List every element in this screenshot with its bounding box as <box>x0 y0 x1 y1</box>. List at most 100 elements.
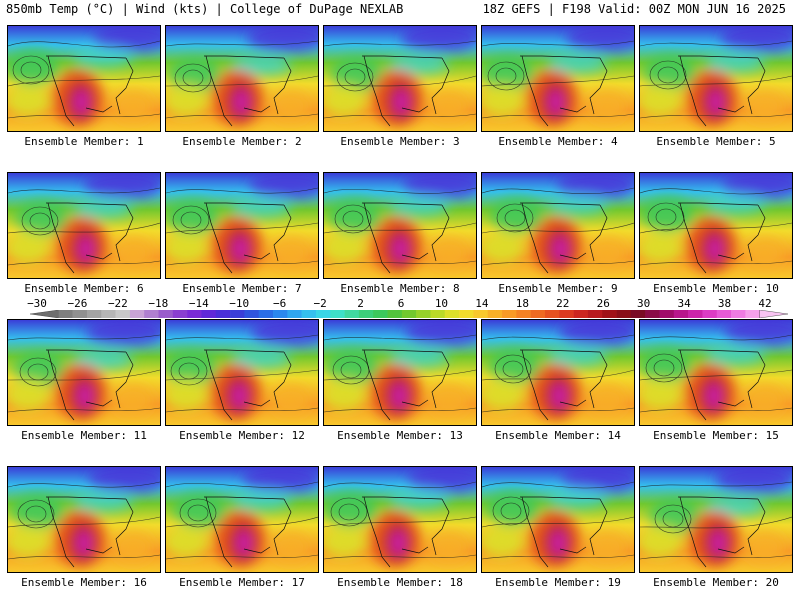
member-map-panel <box>481 172 635 279</box>
colorbar-swatch <box>602 310 617 318</box>
colorbar-swatch <box>201 310 217 318</box>
member-map-panel <box>481 319 635 426</box>
colorbar-tick-label: 42 <box>758 297 772 310</box>
temperature-map <box>324 467 476 572</box>
colorbar-swatch <box>530 310 546 318</box>
member-caption: Ensemble Member: 6 <box>24 282 144 295</box>
colorbar-swatch <box>759 310 788 318</box>
colorbar-tick-label: −18 <box>148 297 169 310</box>
colorbar-swatch <box>230 310 245 318</box>
member-caption: Ensemble Member: 5 <box>656 135 776 148</box>
member-map-panel <box>323 466 477 573</box>
temperature-map <box>640 320 792 425</box>
member-caption: Ensemble Member: 8 <box>340 282 460 295</box>
temperature-map <box>324 320 476 425</box>
member-map-panel <box>639 25 793 132</box>
member-caption: Ensemble Member: 19 <box>495 576 621 589</box>
colorbar-tick-label: 30 <box>637 297 651 310</box>
temperature-map <box>166 467 318 572</box>
temperature-map <box>482 173 634 278</box>
colorbar-swatch <box>745 310 760 318</box>
colorbar-swatch <box>172 310 188 318</box>
colorbar-tick-label: −26 <box>67 297 88 310</box>
member-map-panel <box>639 466 793 573</box>
colorbar-swatch <box>645 310 660 318</box>
colorbar-swatch <box>86 310 102 318</box>
member-map-panel <box>639 319 793 426</box>
colorbar-swatch <box>688 310 703 318</box>
temperature-map <box>640 173 792 278</box>
colorbar-swatch <box>72 310 88 318</box>
member-map-panel <box>323 25 477 132</box>
colorbar-tick-label: 10 <box>434 297 449 310</box>
colorbar-swatch <box>144 310 159 318</box>
colorbar-tick-label: 34 <box>677 297 691 310</box>
member-caption: Ensemble Member: 1 <box>24 135 144 148</box>
member-caption: Ensemble Member: 15 <box>653 429 779 442</box>
member-map-panel <box>7 466 161 573</box>
temperature-map <box>8 26 160 131</box>
temperature-map <box>8 467 160 572</box>
member-caption: Ensemble Member: 17 <box>179 576 305 589</box>
member-caption: Ensemble Member: 11 <box>21 429 147 442</box>
member-caption: Ensemble Member: 10 <box>653 282 779 295</box>
member-caption: Ensemble Member: 13 <box>337 429 463 442</box>
colorbar-swatch <box>387 310 403 318</box>
colorbar-swatch <box>444 310 460 318</box>
colorbar-tick-label: −10 <box>229 297 250 310</box>
member-map-panel <box>323 319 477 426</box>
member-caption: Ensemble Member: 4 <box>498 135 618 148</box>
colorbar-swatch <box>616 310 632 318</box>
member-caption: Ensemble Member: 3 <box>340 135 460 148</box>
temperature-map <box>166 26 318 131</box>
temperature-colorbar <box>30 310 788 318</box>
colorbar-swatch <box>187 310 202 318</box>
colorbar-swatch <box>459 310 474 318</box>
member-map-panel <box>639 172 793 279</box>
member-caption: Ensemble Member: 12 <box>179 429 305 442</box>
colorbar-swatch <box>115 310 131 318</box>
colorbar-swatch <box>273 310 288 318</box>
colorbar-swatch <box>731 310 746 318</box>
colorbar-swatch <box>301 310 317 318</box>
colorbar-swatch <box>430 310 446 318</box>
member-map-panel <box>165 172 319 279</box>
temperature-map <box>166 320 318 425</box>
colorbar-swatch <box>559 310 574 318</box>
member-map-panel <box>7 25 161 132</box>
colorbar-swatch <box>659 310 675 318</box>
colorbar-tick-label: 22 <box>556 297 570 310</box>
colorbar-swatch <box>158 310 174 318</box>
colorbar-swatch <box>258 310 274 318</box>
temperature-map <box>482 467 634 572</box>
colorbar-swatch <box>244 310 260 318</box>
member-map-panel <box>165 466 319 573</box>
run-info: 18Z GEFS | F198 Valid: 00Z MON JUN 16 20… <box>482 2 786 16</box>
temperature-map <box>640 467 792 572</box>
member-caption: Ensemble Member: 16 <box>21 576 147 589</box>
colorbar-swatch <box>516 310 531 318</box>
colorbar-swatch <box>502 310 517 318</box>
member-caption: Ensemble Member: 14 <box>495 429 621 442</box>
temperature-map <box>166 173 318 278</box>
temperature-map <box>324 173 476 278</box>
colorbar-tick-label: 18 <box>515 297 529 310</box>
temperature-map <box>482 320 634 425</box>
member-map-panel <box>7 172 161 279</box>
colorbar-swatch <box>673 310 689 318</box>
member-map-panel <box>165 319 319 426</box>
colorbar-swatch <box>573 310 589 318</box>
member-caption: Ensemble Member: 9 <box>498 282 618 295</box>
colorbar-swatch <box>358 310 374 318</box>
member-map-panel <box>7 319 161 426</box>
colorbar-swatch <box>101 310 116 318</box>
member-caption: Ensemble Member: 7 <box>182 282 302 295</box>
colorbar-swatch <box>416 310 431 318</box>
member-caption: Ensemble Member: 20 <box>653 576 779 589</box>
colorbar-swatch <box>315 310 331 318</box>
colorbar-swatch <box>373 310 388 318</box>
colorbar-swatch <box>544 310 560 318</box>
colorbar-swatch <box>716 310 732 318</box>
colorbar-swatch <box>587 310 603 318</box>
member-map-panel <box>165 25 319 132</box>
